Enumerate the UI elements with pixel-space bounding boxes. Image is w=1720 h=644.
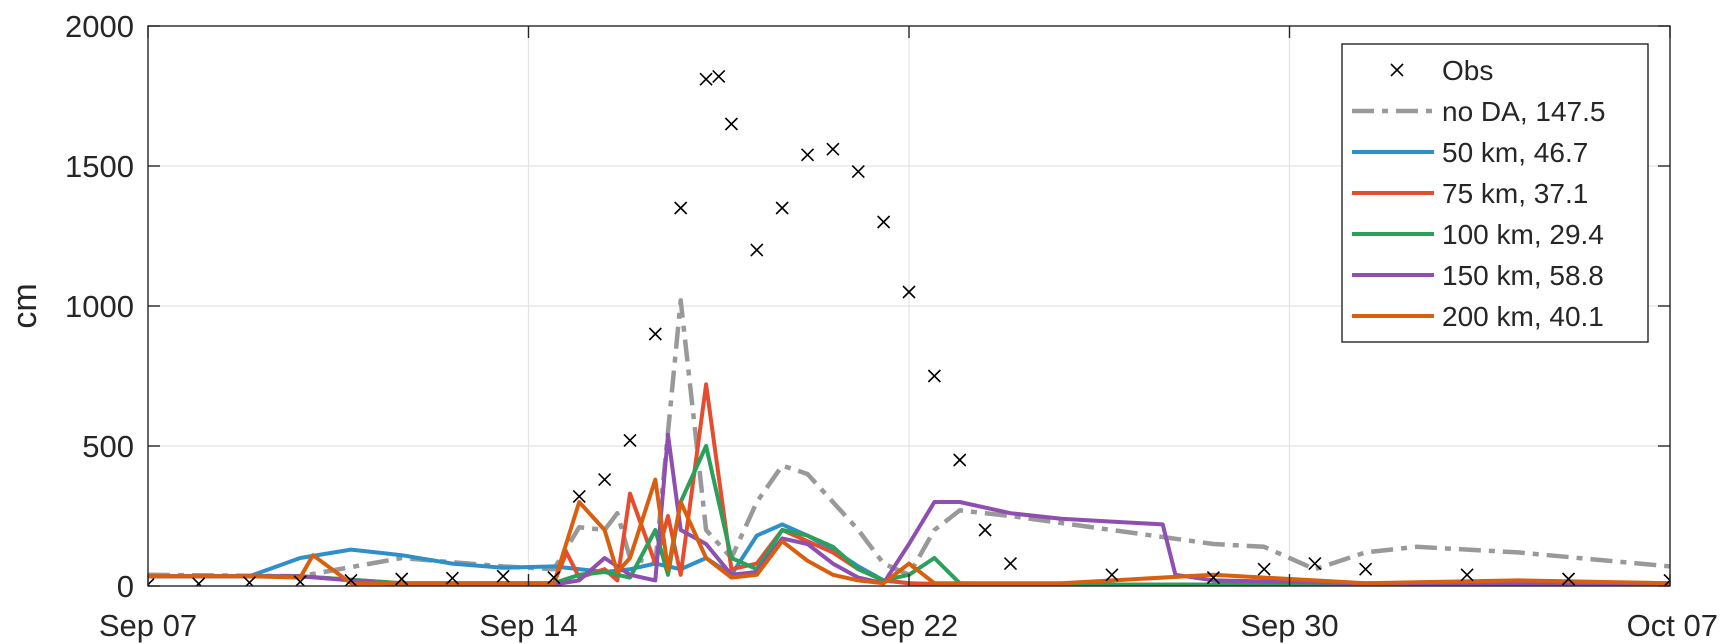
- obs-point: [674, 201, 688, 215]
- y-tick-label: 1000: [65, 289, 134, 324]
- obs-point: [445, 571, 459, 585]
- legend: Obs no DA, 147.5 50 km, 46.7 75 km, 37.1 100…: [1341, 43, 1649, 343]
- axis-ticks: 0 500 1000 1500 2000 Sep 07 Sep 14 Sep 22 Sep 30…: [65, 9, 1718, 643]
- y-tick-label: 500: [82, 429, 134, 464]
- x-tick-label: Sep 22: [860, 608, 958, 643]
- obs-point: [344, 573, 358, 586]
- obs-point: [192, 577, 206, 586]
- legend-150-km-label: 150 km, 58.8: [1442, 260, 1604, 291]
- obs-point: [572, 489, 586, 503]
- legend-no-da-label: no DA, 147.5: [1442, 96, 1605, 127]
- obs-point: [927, 369, 941, 383]
- obs-point: [902, 285, 916, 299]
- obs-point: [877, 215, 891, 229]
- x-tick-label: Oct 07: [1627, 608, 1718, 643]
- x-tick-label: Sep 30: [1240, 608, 1338, 643]
- y-axis-label: cm: [6, 283, 44, 328]
- obs-point: [750, 243, 764, 257]
- series-obs-markers: [148, 69, 1670, 586]
- obs-point: [851, 165, 865, 179]
- obs-point: [623, 433, 637, 447]
- obs-point: [496, 569, 510, 583]
- obs-point: [1663, 573, 1670, 586]
- obs-point: [775, 201, 789, 215]
- obs-point: [1003, 557, 1018, 571]
- y-tick-label: 0: [117, 569, 134, 604]
- obs-point: [1257, 562, 1271, 576]
- obs-point: [978, 523, 992, 537]
- legend-obs-swatch: [1390, 63, 1404, 77]
- y-tick-label: 2000: [65, 9, 134, 44]
- series-150-km-line: [148, 432, 1670, 586]
- legend-75-km-label: 75 km, 37.1: [1442, 178, 1588, 209]
- x-tick-label: Sep 07: [99, 608, 197, 643]
- legend-obs-label: Obs: [1442, 55, 1493, 86]
- obs-point: [699, 72, 713, 86]
- legend-50-km-label: 50 km, 46.7: [1442, 137, 1588, 168]
- obs-point: [598, 473, 612, 487]
- obs-point: [1105, 568, 1119, 582]
- obs-point: [148, 578, 155, 586]
- obs-point: [648, 327, 662, 341]
- obs-point: [953, 453, 967, 467]
- series-no-da-line: [148, 298, 1670, 579]
- obs-point: [242, 576, 257, 586]
- obs-point: [724, 117, 738, 131]
- legend-100-km-label: 100 km, 29.4: [1442, 219, 1604, 250]
- series-group: [148, 69, 1670, 586]
- obs-point: [547, 571, 561, 585]
- obs-point: [826, 142, 840, 156]
- obs-point: [1460, 568, 1474, 582]
- obs-point: [800, 148, 815, 162]
- legend-200-km-label: 200 km, 40.1: [1442, 301, 1604, 332]
- y-tick-label: 1500: [65, 149, 134, 184]
- obs-point: [1308, 557, 1322, 571]
- x-tick-label: Sep 14: [479, 608, 577, 643]
- obs-point: [712, 69, 726, 83]
- obs-point: [1561, 572, 1576, 586]
- obs-point: [395, 572, 409, 586]
- obs-point: [1206, 571, 1220, 585]
- series-200-km-line: [148, 477, 1670, 586]
- obs-point: [1359, 562, 1373, 576]
